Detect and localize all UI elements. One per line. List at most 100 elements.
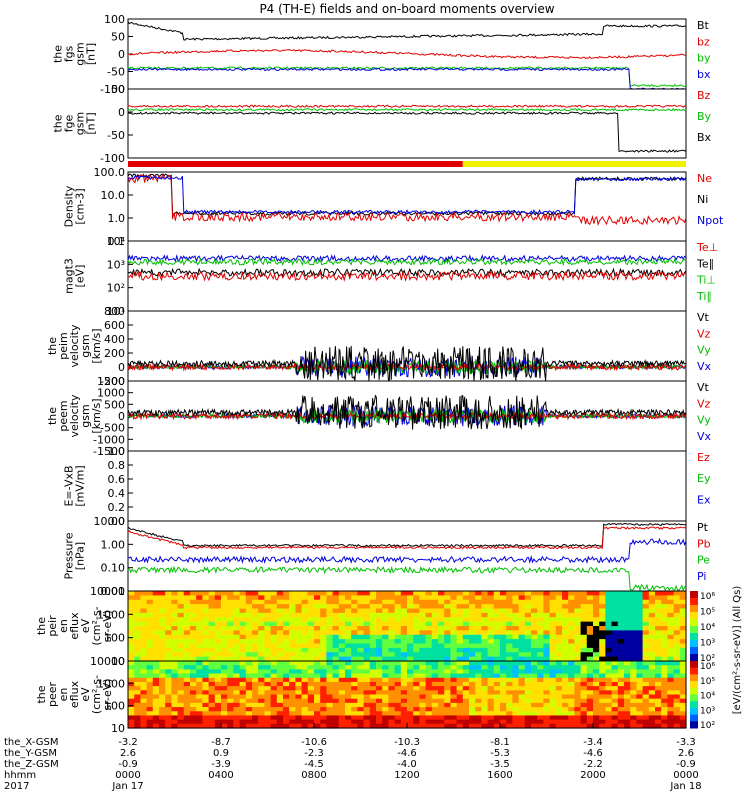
spectrogram-cell: [233, 677, 241, 683]
spectrogram-cell: [450, 608, 458, 614]
spectrogram-cell: [648, 612, 656, 618]
spectrogram-cell: [369, 630, 377, 636]
spectrogram-cell: [661, 630, 668, 636]
spectrogram-cell: [586, 656, 594, 662]
spectrogram-cell: [394, 595, 402, 601]
spectrogram-cell: [431, 715, 439, 721]
spectrogram-cell: [283, 707, 290, 712]
spectrogram-cell: [283, 621, 290, 627]
spectrogram-cell: [599, 715, 606, 721]
x-tick-label: 1200: [394, 770, 419, 781]
spectrogram-cell: [413, 677, 420, 683]
spectrogram-cell: [487, 608, 495, 614]
spectrogram-cell: [307, 617, 315, 623]
spectrogram-cell: [400, 621, 408, 627]
spectrogram-cell: [388, 690, 396, 696]
spectrogram-cell: [314, 669, 321, 675]
spectrogram-cell: [574, 604, 582, 610]
spectrogram-cell: [617, 723, 625, 729]
spectrogram-cell: [624, 719, 631, 725]
spectrogram-cell: [400, 591, 408, 596]
spectrogram-cell: [196, 621, 203, 627]
panel-frame: [127, 88, 687, 159]
spectrogram-cell: [537, 630, 544, 636]
spectrogram-cell: [382, 719, 389, 725]
spectrogram-cell: [152, 617, 160, 623]
spectrogram-cell: [400, 626, 408, 631]
spectrogram-cell: [574, 707, 582, 712]
spectrogram-cell: [152, 723, 160, 729]
spectrogram-cell: [605, 707, 613, 712]
spectrogram-cell: [599, 643, 606, 649]
spectrogram-cell: [456, 643, 464, 649]
colorbar-tick: 10⁵: [700, 608, 715, 618]
spectrogram-cell: [574, 690, 582, 696]
spectrogram-cell: [537, 634, 544, 640]
spectrogram-cell: [655, 715, 662, 721]
spectrogram-cell: [239, 599, 247, 605]
spectrogram-cell: [444, 686, 451, 691]
spectrogram-cell: [431, 630, 439, 636]
spectrogram-cell: [469, 686, 476, 691]
spectrogram-cell: [351, 719, 358, 725]
spectrogram-cell: [301, 599, 309, 605]
spectrogram-cell: [450, 711, 458, 717]
spectrogram-cell: [500, 719, 507, 725]
spectrogram-cell: [655, 612, 662, 618]
spectrogram-cell: [320, 686, 327, 691]
spectrogram-cell: [400, 643, 408, 649]
spectrogram-cell: [543, 698, 551, 704]
spectrogram-cell: [605, 715, 613, 721]
spectrogram-cell: [202, 702, 210, 708]
spectrogram-cell: [524, 608, 532, 614]
spectrogram-cell: [326, 599, 334, 605]
spectrogram-cell: [146, 612, 154, 618]
spectrogram-cell: [462, 665, 470, 670]
spectrogram-cell: [450, 673, 458, 679]
spectrogram-cell: [245, 698, 253, 704]
spectrogram-cell: [128, 621, 135, 627]
spectrogram-cell: [611, 608, 619, 614]
spectrogram-cell: [295, 630, 303, 636]
spectrogram-cell: [562, 665, 569, 670]
spectrogram-cell: [283, 702, 290, 708]
spectrogram-cell: [140, 630, 148, 636]
spectrogram-cell: [555, 711, 563, 717]
spectrogram-cell: [419, 686, 427, 691]
spectrogram-cell: [190, 698, 197, 704]
spectrogram-cell: [568, 626, 575, 631]
spectrogram-cell: [190, 634, 197, 640]
spectrogram-cell: [487, 677, 495, 683]
spectrogram-cell: [481, 612, 489, 618]
spectrogram-cell: [369, 643, 377, 649]
spectrogram-cell: [326, 669, 334, 675]
spectrogram-cell: [270, 690, 278, 696]
spectrogram-cell: [363, 626, 371, 631]
spectrogram-cell: [270, 681, 278, 687]
spectrogram-cell: [239, 694, 247, 700]
spectrogram-cell: [605, 591, 613, 596]
spectrogram-cell: [394, 604, 402, 610]
spectrogram-cell: [450, 604, 458, 610]
spectrogram-cell: [283, 677, 290, 683]
spectrogram-cell: [289, 686, 296, 691]
spectrogram-cell: [518, 617, 526, 623]
spectrogram-cell: [475, 647, 482, 653]
spectrogram-cell: [245, 669, 253, 675]
spectrogram-cell: [605, 639, 613, 645]
x-tick-label: -8.7: [211, 737, 231, 748]
spectrogram-cell: [146, 599, 154, 605]
spectrogram-cell: [307, 656, 315, 662]
spectrogram-cell: [605, 652, 613, 658]
spectrogram-cell: [568, 707, 575, 712]
spectrogram-cell: [134, 630, 141, 636]
spectrogram-cell: [208, 690, 216, 696]
spectrogram-cell: [245, 634, 253, 640]
spectrogram-cell: [307, 673, 315, 679]
spectrogram-cell: [171, 621, 179, 627]
spectrogram-cell: [208, 634, 216, 640]
spectrogram-cell: [413, 634, 420, 640]
spectrogram-cell: [270, 595, 278, 601]
spectrogram-cell: [630, 630, 637, 636]
